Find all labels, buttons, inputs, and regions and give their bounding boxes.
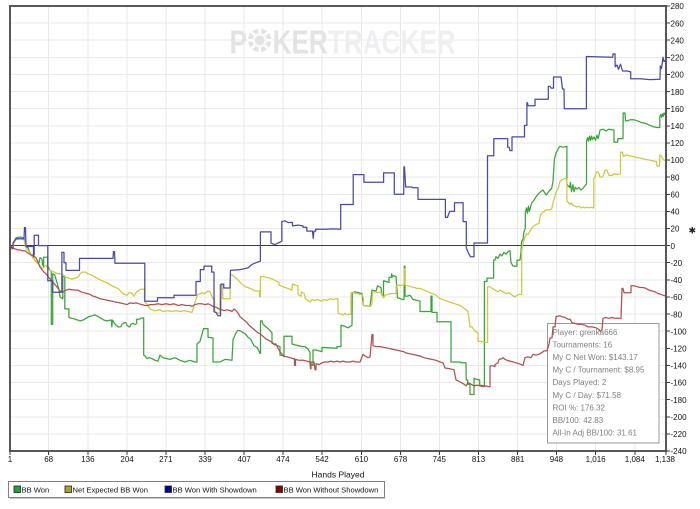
svg-text:339: 339: [198, 455, 212, 464]
svg-text:Net Expected BB Won: Net Expected BB Won: [73, 486, 148, 495]
svg-text:240: 240: [671, 36, 685, 45]
svg-text:0: 0: [671, 242, 676, 251]
svg-text:BB Won: BB Won: [22, 486, 50, 495]
svg-text:Days Played: 2: Days Played: 2: [553, 378, 607, 387]
svg-text:My C / Day: $71.58: My C / Day: $71.58: [553, 391, 622, 400]
svg-text:Tournaments: 16: Tournaments: 16: [553, 340, 613, 349]
svg-text:813: 813: [472, 455, 486, 464]
svg-text:1,016: 1,016: [586, 455, 607, 464]
svg-text:-200: -200: [671, 413, 688, 422]
svg-text:-220: -220: [671, 430, 688, 439]
svg-text:1,084: 1,084: [625, 455, 646, 464]
svg-text:1,138: 1,138: [655, 455, 676, 464]
svg-text:948: 948: [550, 455, 564, 464]
svg-text:100: 100: [671, 156, 685, 165]
svg-text:-20: -20: [671, 259, 683, 268]
svg-text:204: 204: [120, 455, 134, 464]
svg-text:271: 271: [159, 455, 173, 464]
svg-text:20: 20: [671, 225, 680, 234]
svg-text:280: 280: [671, 2, 685, 11]
svg-text:Player: grenka666: Player: grenka666: [553, 328, 618, 337]
svg-text:My C / Tournament: $8.95: My C / Tournament: $8.95: [553, 366, 645, 375]
svg-text:-60: -60: [671, 293, 683, 302]
svg-text:All-In Adj BB/100: 31.61: All-In Adj BB/100: 31.61: [553, 429, 638, 438]
svg-text:60: 60: [671, 191, 680, 200]
svg-text:140: 140: [671, 122, 685, 131]
svg-text:ROI %: 176.32: ROI %: 176.32: [553, 403, 606, 412]
svg-text:-180: -180: [671, 396, 688, 405]
svg-text:BB/100: 42.83: BB/100: 42.83: [553, 416, 604, 425]
svg-text:P: P: [230, 25, 247, 62]
svg-text:881: 881: [511, 455, 525, 464]
svg-text:610: 610: [355, 455, 369, 464]
svg-text:BB Won With Showdown: BB Won With Showdown: [173, 486, 257, 495]
svg-text:220: 220: [671, 54, 685, 63]
svg-text:542: 542: [315, 455, 329, 464]
svg-text:160: 160: [671, 105, 685, 114]
svg-text:-100: -100: [671, 327, 688, 336]
svg-text:-80: -80: [671, 310, 683, 319]
svg-text:407: 407: [238, 455, 252, 464]
svg-text:✱: ✱: [689, 226, 697, 236]
svg-text:KER: KER: [273, 25, 328, 62]
svg-text:-40: -40: [671, 276, 683, 285]
svg-text:80: 80: [671, 173, 680, 182]
svg-text:-240: -240: [671, 447, 688, 456]
svg-text:180: 180: [671, 88, 685, 97]
svg-text:260: 260: [671, 19, 685, 28]
svg-text:TRACKER: TRACKER: [328, 25, 456, 62]
svg-text:BB Won Without Showdown: BB Won Without Showdown: [284, 486, 379, 495]
svg-text:474: 474: [276, 455, 290, 464]
svg-text:678: 678: [394, 455, 408, 464]
svg-text:745: 745: [433, 455, 447, 464]
svg-text:My C Net Won: $143.17: My C Net Won: $143.17: [553, 353, 639, 362]
svg-text:136: 136: [81, 455, 95, 464]
svg-text:120: 120: [671, 139, 685, 148]
svg-text:-160: -160: [671, 379, 688, 388]
svg-text:1: 1: [8, 455, 13, 464]
svg-text:-140: -140: [671, 362, 688, 371]
svg-text:40: 40: [671, 208, 680, 217]
svg-text:68: 68: [44, 455, 53, 464]
svg-text:-120: -120: [671, 345, 688, 354]
svg-text:200: 200: [671, 71, 685, 80]
svg-text:Hands Played: Hands Played: [312, 470, 365, 480]
